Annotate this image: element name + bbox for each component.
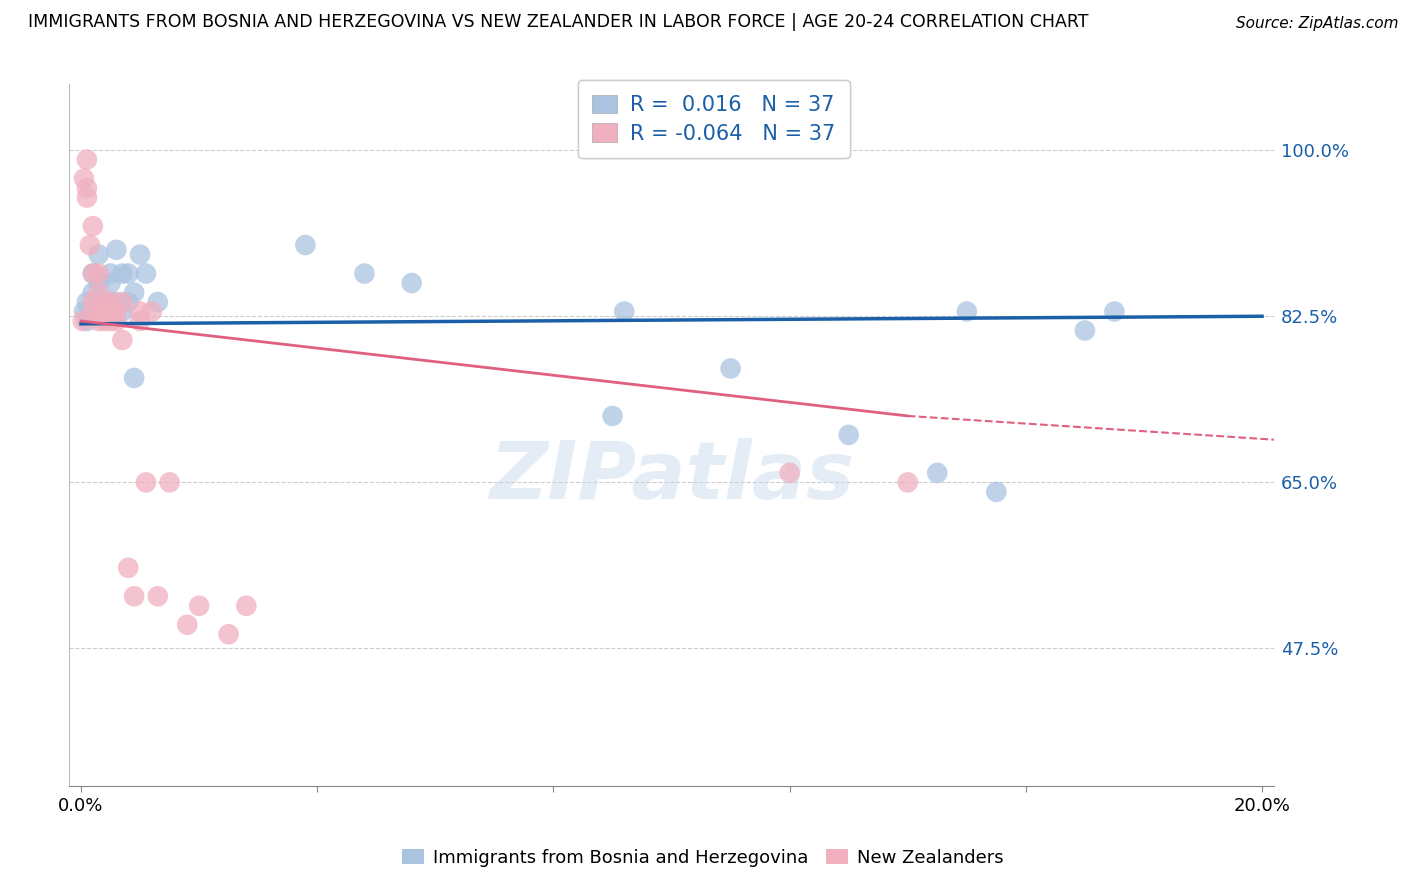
Point (294, 238, 316, 252)
Point (100, 314, 122, 328)
Point (87, 314, 110, 328)
Point (956, 304, 979, 318)
Point (82, 219, 104, 233)
Point (87, 267, 110, 281)
Legend: Immigrants from Bosnia and Herzegovina, New Zealanders: Immigrants from Bosnia and Herzegovina, … (395, 842, 1011, 874)
Point (838, 428, 860, 442)
Point (79, 304, 101, 318)
Point (176, 617, 198, 632)
Point (73, 304, 96, 318)
Point (146, 295, 169, 310)
Point (105, 295, 128, 310)
Point (105, 304, 128, 318)
Point (146, 589, 169, 603)
Point (82, 267, 104, 281)
Point (897, 475, 920, 490)
Point (87, 285, 110, 300)
Point (87, 304, 110, 318)
Point (135, 267, 157, 281)
Point (72, 314, 94, 328)
Point (129, 304, 152, 318)
Point (135, 475, 157, 490)
Point (117, 561, 139, 575)
Point (100, 267, 122, 281)
Point (87, 247, 110, 261)
Point (82, 295, 104, 310)
Text: IMMIGRANTS FROM BOSNIA AND HERZEGOVINA VS NEW ZEALANDER IN LABOR FORCE | AGE 20-: IMMIGRANTS FROM BOSNIA AND HERZEGOVINA V… (28, 13, 1088, 31)
Point (602, 409, 624, 423)
Point (986, 484, 1008, 499)
Point (79, 238, 101, 252)
Point (122, 285, 145, 300)
Point (141, 304, 163, 318)
Legend: R =  0.016   N = 37, R = -0.064   N = 37: R = 0.016 N = 37, R = -0.064 N = 37 (578, 80, 849, 159)
Point (82, 267, 104, 281)
Point (218, 627, 240, 641)
Point (1074, 324, 1097, 338)
Point (111, 295, 134, 310)
Point (111, 333, 134, 347)
Point (117, 267, 139, 281)
Point (159, 475, 181, 490)
Point (105, 314, 128, 328)
Point (188, 599, 211, 613)
Point (100, 304, 122, 318)
Point (76, 191, 98, 205)
Point (87, 276, 110, 290)
Point (122, 371, 145, 385)
Point (105, 243, 128, 257)
Point (82, 304, 104, 318)
Point (720, 361, 742, 376)
Point (100, 276, 122, 290)
Point (613, 304, 636, 318)
Point (779, 466, 801, 480)
Point (82, 285, 104, 300)
Text: ZIPatlas: ZIPatlas (489, 438, 853, 516)
Point (401, 276, 423, 290)
Point (100, 295, 122, 310)
Point (76, 153, 98, 167)
Point (111, 267, 134, 281)
Point (100, 295, 122, 310)
Point (111, 304, 134, 318)
Point (73, 171, 96, 186)
Point (93, 304, 115, 318)
Point (93, 295, 115, 310)
Point (235, 599, 257, 613)
Point (927, 466, 949, 480)
Point (117, 295, 139, 310)
Point (93, 295, 115, 310)
Point (122, 589, 145, 603)
Point (93, 314, 115, 328)
Point (87, 304, 110, 318)
Point (129, 314, 152, 328)
Text: Source: ZipAtlas.com: Source: ZipAtlas.com (1236, 16, 1399, 31)
Point (1104, 304, 1126, 318)
Point (76, 314, 98, 328)
Point (129, 247, 152, 261)
Point (76, 181, 98, 195)
Point (353, 267, 375, 281)
Point (76, 295, 98, 310)
